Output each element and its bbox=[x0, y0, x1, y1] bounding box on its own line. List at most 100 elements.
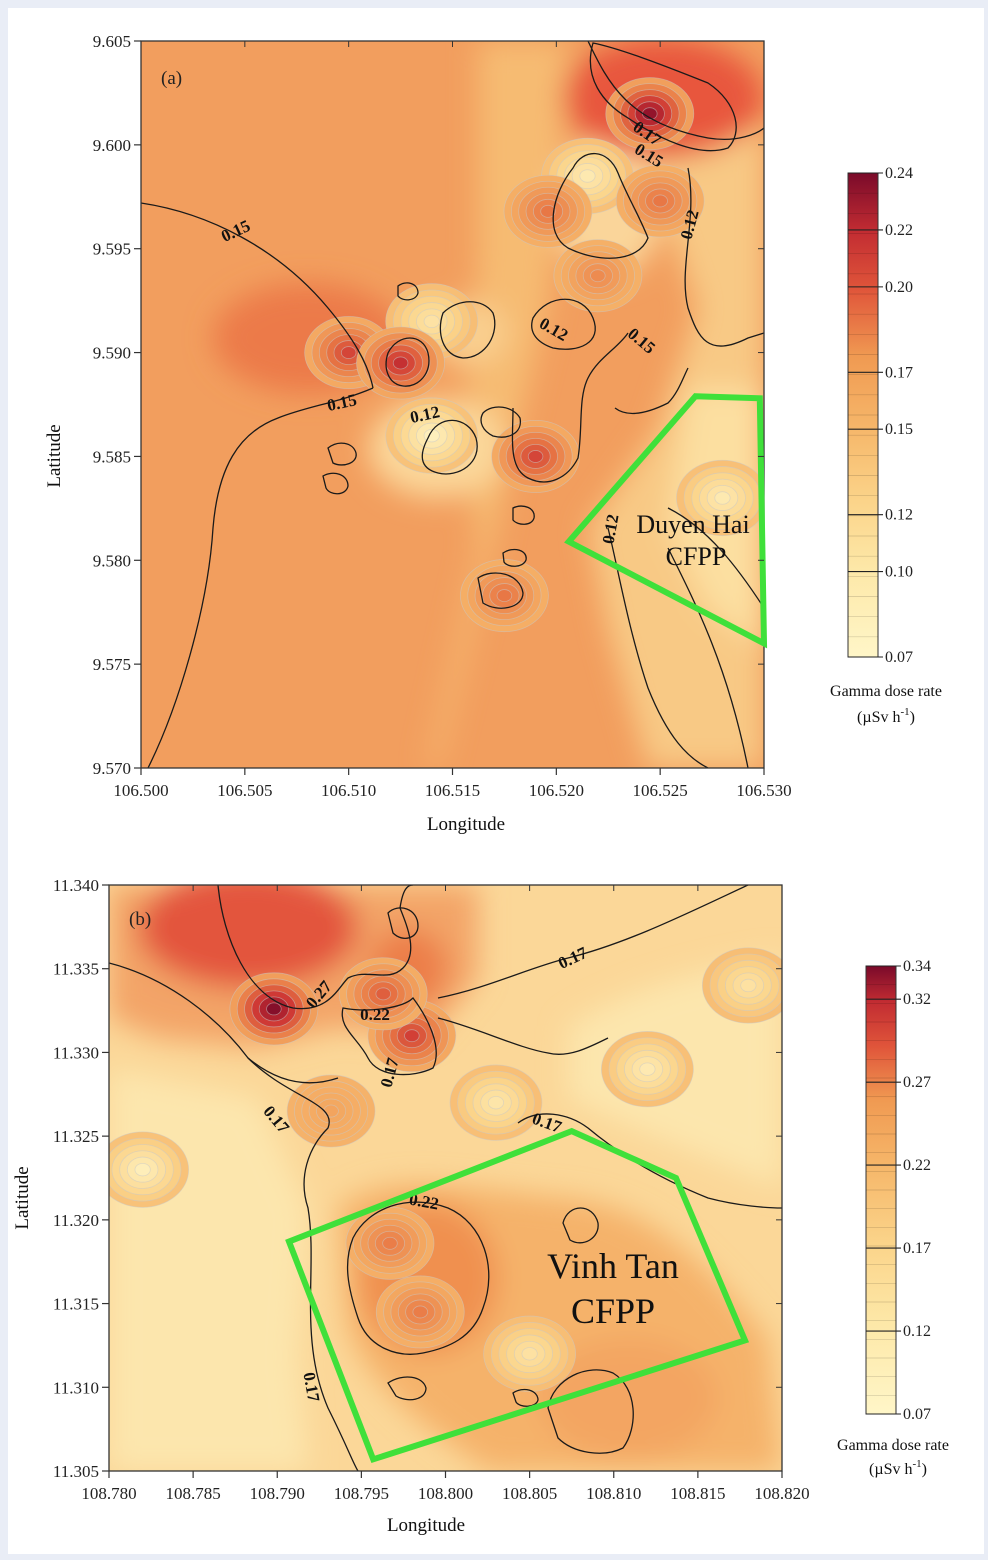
panel-b-label: (b) bbox=[129, 909, 151, 930]
spot-ring bbox=[266, 1002, 282, 1016]
spot-ring bbox=[540, 204, 556, 218]
vinh-tan-boundary bbox=[285, 1127, 750, 1464]
panel-a-colorbar-bar bbox=[847, 172, 879, 658]
x-tick-label: 108.790 bbox=[250, 1484, 305, 1503]
y-tick-label: 9.585 bbox=[93, 447, 131, 466]
y-tick-label: 9.575 bbox=[93, 655, 131, 674]
contour-label: 0.22 bbox=[360, 1005, 390, 1024]
y-tick-label: 11.325 bbox=[53, 1127, 99, 1146]
panel-b-x-ticks: 108.780 108.785 108.790 108.795 108.800 108.8… bbox=[81, 885, 810, 1503]
spot-ring bbox=[652, 194, 668, 208]
x-tick-label: 108.805 bbox=[502, 1484, 557, 1503]
hotspot bbox=[375, 1275, 465, 1349]
panel-a: 0.150.15 0.120.120.170.150.120.150.12 (a)… bbox=[44, 32, 942, 835]
x-tick-label: 106.525 bbox=[633, 781, 688, 800]
hotspot bbox=[503, 174, 593, 248]
panel-a-colorbar-unit: (µSv h-1) bbox=[857, 706, 915, 726]
panel-a-x-ticks: 106.500 106.505 106.510 106.515 106.520 106.5… bbox=[113, 41, 792, 800]
spot-ring bbox=[487, 1095, 505, 1110]
hotspot bbox=[345, 1206, 435, 1280]
panel-b-xlabel: Longitude bbox=[387, 1515, 465, 1536]
x-tick-label: 106.510 bbox=[321, 781, 376, 800]
x-tick-label: 108.815 bbox=[670, 1484, 725, 1503]
panel-a-spots bbox=[304, 77, 764, 633]
panel-a-xlabel: Longitude bbox=[427, 814, 505, 835]
duyen-hai-boundary bbox=[564, 393, 768, 649]
panel-b-colorbar-bar bbox=[865, 965, 897, 1415]
x-tick-label: 106.530 bbox=[736, 781, 791, 800]
coldspot bbox=[449, 1064, 543, 1141]
duyen-hai-name: Duyen Hai bbox=[636, 510, 749, 539]
hotspot bbox=[229, 972, 319, 1046]
coldspot bbox=[701, 947, 782, 1024]
panel-a-colorbar-title: Gamma dose rate bbox=[830, 683, 942, 700]
y-tick-label: 11.305 bbox=[53, 1462, 99, 1481]
spot-ring bbox=[639, 1062, 656, 1076]
panel-b-y-ticks: 11.305 11.310 11.315 11.320 11.325 11.330 11.3… bbox=[53, 876, 782, 1481]
x-tick-label: 108.800 bbox=[418, 1484, 473, 1503]
panel-b-colorbar-ticks: 0.34 0.32 0.27 0.22 0.17 0.12 0.07 bbox=[866, 958, 931, 1423]
y-tick-label: 11.310 bbox=[53, 1378, 99, 1397]
y-tick-label: 11.330 bbox=[53, 1043, 99, 1062]
coldspot bbox=[109, 1131, 190, 1208]
colorbar-tick-label: 0.32 bbox=[903, 991, 931, 1008]
y-tick-label: 9.600 bbox=[93, 136, 131, 155]
spot-ring bbox=[590, 269, 606, 283]
colorbar-tick-label: 0.27 bbox=[903, 1074, 931, 1091]
spot-ring bbox=[340, 346, 357, 359]
panel-a-colorbar-ticks: 0.24 0.22 0.20 0.17 0.15 0.12 0.10 0.07 bbox=[848, 165, 913, 666]
spot-ring bbox=[521, 1347, 538, 1361]
x-tick-label: 106.500 bbox=[113, 781, 168, 800]
y-tick-label: 11.335 bbox=[53, 960, 99, 979]
colorbar-tick-label: 0.12 bbox=[885, 507, 913, 524]
hotspot bbox=[553, 239, 643, 313]
panel-a-contours bbox=[141, 41, 764, 768]
spot-ring bbox=[392, 356, 409, 370]
panel-b-field: 0.270.220.170.170.170.170.220.17 bbox=[109, 885, 782, 1471]
colorbar-tick-label: 0.22 bbox=[903, 1157, 931, 1174]
contour-label: 0.17 bbox=[299, 1371, 323, 1404]
spot-ring bbox=[740, 978, 757, 993]
spot-ring bbox=[323, 1104, 339, 1118]
y-tick-label: 9.590 bbox=[93, 344, 131, 363]
colorbar-tick-label: 0.22 bbox=[885, 222, 913, 239]
coldspot bbox=[483, 1315, 577, 1392]
duyen-hai-cfpp: CFPP bbox=[666, 542, 727, 571]
panel-b-colorbar-unit: (µSv h-1) bbox=[869, 1458, 927, 1478]
colorbar-tick-label: 0.07 bbox=[903, 1406, 931, 1423]
vinh-tan-cfpp: CFPP bbox=[571, 1291, 655, 1331]
x-tick-label: 108.810 bbox=[586, 1484, 641, 1503]
colorbar-tick-label: 0.17 bbox=[885, 364, 913, 381]
hotspot bbox=[615, 164, 705, 238]
colorbar-tick-label: 0.10 bbox=[885, 564, 913, 581]
spot-ring bbox=[382, 1236, 398, 1250]
x-tick-label: 108.785 bbox=[166, 1484, 221, 1503]
panel-b-contours bbox=[109, 885, 782, 1471]
figure: 0.15 0.15 0.12 0.12 0.17 0.15 0.12 0.15 0.12 (a)… bbox=[8, 8, 984, 1554]
panel-b-spots bbox=[109, 947, 782, 1392]
vinh-tan-name: Vinh Tan bbox=[547, 1246, 679, 1286]
colorbar-tick-label: 0.07 bbox=[885, 649, 913, 666]
colorbar-tick-label: 0.12 bbox=[903, 1323, 931, 1340]
x-tick-label: 106.515 bbox=[425, 781, 480, 800]
y-tick-label: 9.605 bbox=[93, 32, 131, 51]
spot-ring bbox=[579, 169, 596, 183]
colorbar-tick-label: 0.20 bbox=[885, 279, 913, 296]
hotspot bbox=[460, 559, 549, 633]
y-tick-label: 11.315 bbox=[53, 1295, 99, 1314]
panel-a-label: (a) bbox=[161, 68, 182, 89]
x-tick-label: 108.780 bbox=[81, 1484, 136, 1503]
x-tick-label: 108.795 bbox=[334, 1484, 389, 1503]
panel-b-colorbar-title: Gamma dose rate bbox=[837, 1437, 949, 1454]
coldspot bbox=[601, 1031, 694, 1108]
hotspot bbox=[286, 1074, 376, 1148]
figure-canvas: 0.150.15 0.120.120.170.150.120.150.12 (a)… bbox=[12, 32, 949, 1536]
y-tick-label: 11.340 bbox=[53, 876, 99, 895]
spot-ring bbox=[496, 589, 513, 603]
hotspot bbox=[491, 419, 580, 493]
colorbar-tick-label: 0.15 bbox=[885, 421, 913, 438]
colorbar-tick-label: 0.34 bbox=[903, 958, 931, 975]
spot-ring bbox=[412, 1305, 428, 1319]
x-tick-label: 106.505 bbox=[217, 781, 272, 800]
spot-ring bbox=[134, 1162, 151, 1177]
